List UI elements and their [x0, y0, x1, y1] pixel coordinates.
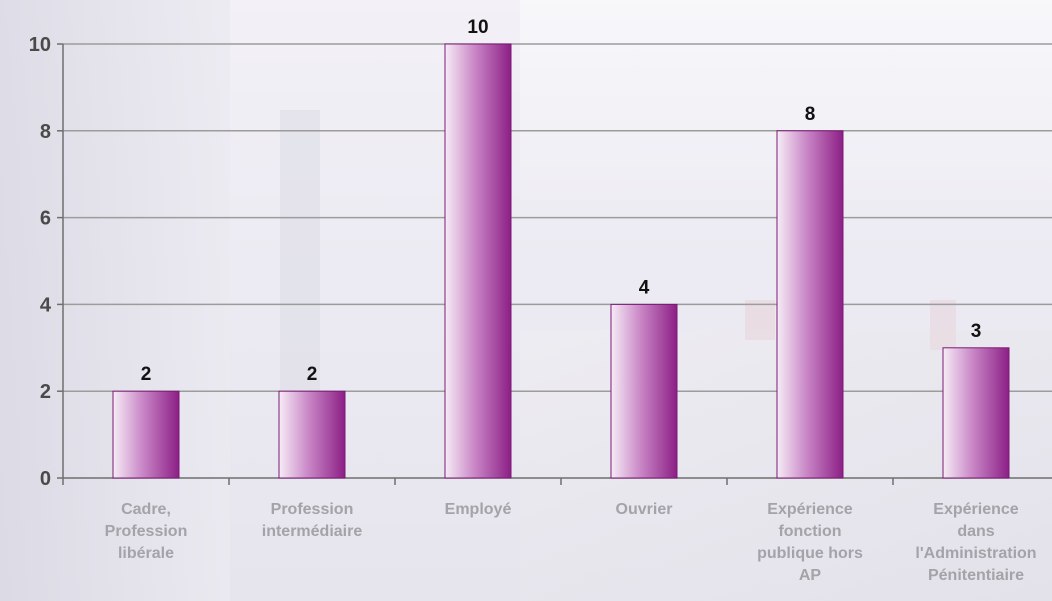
data-label: 10: [467, 17, 488, 38]
category-label: Expérience dans l'Administration Pénitentia…: [915, 501, 1036, 584]
bar: [942, 347, 1010, 479]
axes: [57, 43, 1052, 485]
data-labels: 2 2 10 4 8 3: [141, 17, 982, 385]
y-tick-labels: 0 2 4 6 8 10: [29, 34, 52, 490]
data-label: 4: [639, 277, 650, 298]
bars: [112, 43, 1010, 479]
y-tick-label: 10: [29, 34, 51, 56]
bar: [776, 130, 844, 479]
bar: [444, 43, 512, 479]
category-label: Expérience fonction publique hors AP: [757, 501, 863, 584]
y-tick-label: 0: [40, 468, 51, 490]
background-photo-left: [0, 0, 230, 601]
bar: [278, 390, 346, 479]
category-label: Employé: [445, 501, 512, 518]
data-label: 2: [141, 364, 152, 385]
background-photo-accent: [745, 300, 775, 340]
category-label: Profession intermédiaire: [262, 501, 363, 540]
category-labels: Cadre, Profession libérale Profession interm…: [105, 501, 1037, 584]
y-tick-label: 6: [40, 208, 51, 230]
data-label: 3: [971, 321, 982, 342]
y-tick-label: 8: [40, 121, 51, 143]
y-tick-label: 2: [40, 381, 51, 403]
bar: [610, 303, 678, 479]
bar: [112, 390, 180, 479]
category-label: Ouvrier: [616, 501, 673, 518]
background-photo-column: [280, 110, 320, 410]
data-label: 2: [307, 364, 318, 385]
category-label: Cadre, Profession libérale: [105, 501, 188, 562]
background-photo-accent-2: [930, 300, 956, 350]
data-label: 8: [805, 104, 816, 125]
gridlines: [63, 43, 1052, 392]
y-tick-label: 4: [40, 294, 52, 316]
